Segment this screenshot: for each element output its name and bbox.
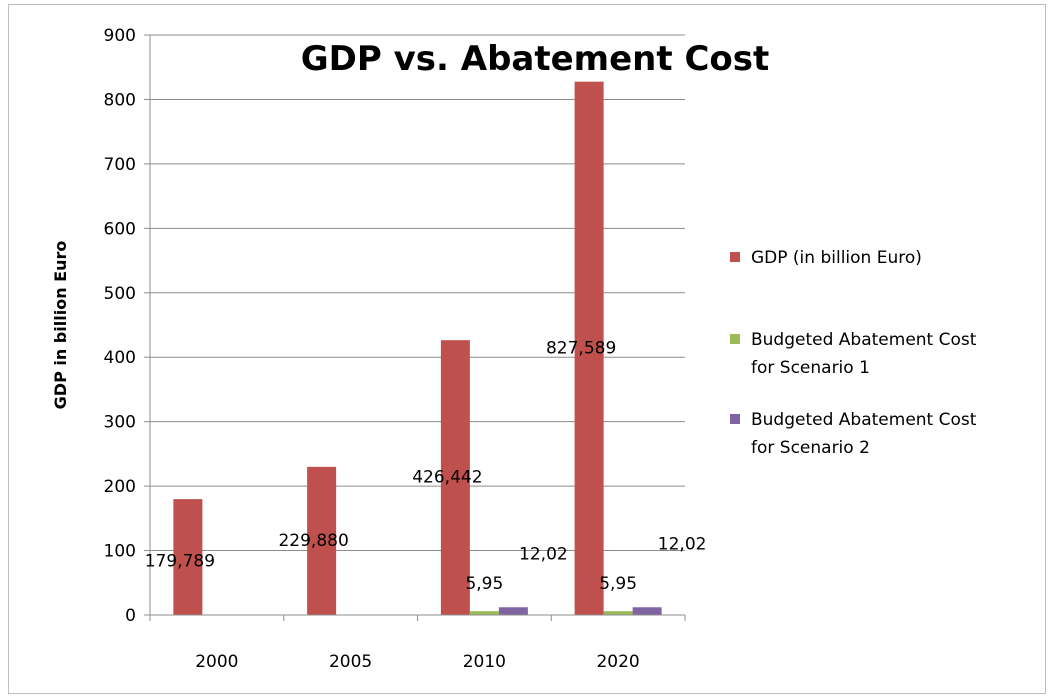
y-tick-label: 300 bbox=[104, 413, 136, 433]
data-label-series-3-2020: 12,02 bbox=[658, 534, 707, 554]
bar-series-1-2000 bbox=[173, 499, 203, 615]
legend-label-series-2: for Scenario 1 bbox=[751, 358, 870, 378]
legend-swatch-series-2 bbox=[730, 334, 740, 344]
x-tick-label: 2000 bbox=[195, 652, 238, 672]
x-tick-label: 2005 bbox=[329, 652, 372, 672]
legend-label-series-3: Budgeted Abatement Cost bbox=[751, 410, 977, 430]
legend-swatch-series-1 bbox=[730, 252, 740, 262]
y-tick-label: 600 bbox=[104, 219, 136, 239]
legend-label-series-3: for Scenario 2 bbox=[751, 438, 870, 458]
y-tick-label: 200 bbox=[104, 477, 136, 497]
data-label-series-3-2010: 12,02 bbox=[519, 544, 568, 564]
bar-series-2-2020 bbox=[603, 611, 633, 615]
data-label-series-1-2010: 426,442 bbox=[412, 468, 482, 488]
y-tick-label: 700 bbox=[104, 155, 136, 175]
y-tick-label: 400 bbox=[104, 348, 136, 368]
x-tick-label: 2010 bbox=[463, 652, 506, 672]
y-tick-label: 500 bbox=[104, 284, 136, 304]
data-label-series-2-2020: 5,95 bbox=[599, 574, 637, 594]
bar-series-3-2020 bbox=[632, 607, 662, 615]
y-tick-label: 0 bbox=[125, 606, 136, 626]
y-tick-label: 900 bbox=[104, 26, 136, 46]
y-tick-label: 100 bbox=[104, 542, 136, 562]
legend-label-series-2: Budgeted Abatement Cost bbox=[751, 330, 977, 350]
bar-series-3-2010 bbox=[498, 607, 528, 615]
bar-series-1-2020 bbox=[574, 81, 604, 616]
y-tick-label: 800 bbox=[104, 90, 136, 110]
data-label-series-1-2020: 827,589 bbox=[546, 338, 616, 358]
bar-series-1-2010 bbox=[440, 340, 470, 615]
bar-series-2-2010 bbox=[469, 611, 499, 615]
legend-swatch-series-3 bbox=[730, 414, 740, 424]
legend-label-series-1: GDP (in billion Euro) bbox=[751, 248, 922, 268]
data-label-series-1-2000: 179,789 bbox=[145, 551, 215, 571]
x-tick-label: 2020 bbox=[596, 652, 639, 672]
y-axis-label: GDP in billion Euro bbox=[51, 241, 70, 410]
chart-title: GDP vs. Abatement Cost bbox=[301, 39, 770, 79]
data-label-series-1-2005: 229,880 bbox=[278, 531, 348, 551]
bar-series-1-2005 bbox=[307, 466, 337, 615]
data-label-series-2-2010: 5,95 bbox=[465, 574, 503, 594]
